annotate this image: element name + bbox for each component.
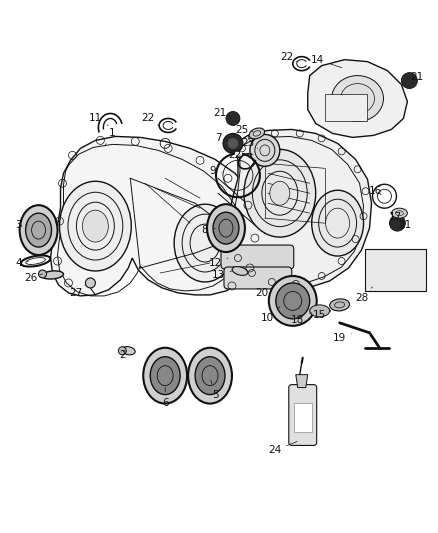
Text: 5: 5: [211, 381, 218, 400]
Text: 12: 12: [208, 258, 228, 268]
FancyBboxPatch shape: [221, 245, 294, 269]
Ellipse shape: [174, 204, 236, 282]
Text: 13: 13: [212, 270, 232, 280]
Ellipse shape: [244, 149, 316, 237]
Text: 11: 11: [89, 114, 108, 125]
Polygon shape: [50, 136, 260, 296]
Ellipse shape: [82, 210, 108, 242]
Circle shape: [228, 139, 238, 148]
Text: 17: 17: [389, 212, 402, 222]
Ellipse shape: [232, 266, 248, 276]
Text: 9: 9: [210, 166, 222, 176]
Text: 15: 15: [313, 308, 332, 320]
Ellipse shape: [392, 208, 407, 218]
Bar: [325, 94, 367, 122]
Circle shape: [85, 278, 95, 288]
Text: 10: 10: [261, 307, 280, 323]
Ellipse shape: [332, 76, 384, 122]
Text: 26: 26: [24, 273, 42, 283]
Text: 14: 14: [311, 55, 342, 68]
Polygon shape: [296, 375, 308, 387]
Ellipse shape: [195, 357, 225, 394]
Text: 23: 23: [241, 139, 258, 148]
Ellipse shape: [213, 212, 239, 244]
Text: 27: 27: [69, 285, 85, 298]
Circle shape: [401, 72, 417, 88]
Text: 28: 28: [355, 287, 373, 303]
Text: 22: 22: [280, 52, 298, 62]
Circle shape: [118, 347, 126, 355]
Ellipse shape: [270, 181, 290, 205]
Ellipse shape: [25, 213, 52, 247]
Text: 21: 21: [213, 109, 230, 118]
Circle shape: [389, 215, 406, 231]
Ellipse shape: [269, 276, 317, 326]
Text: 1: 1: [105, 128, 116, 146]
Circle shape: [226, 111, 240, 125]
Text: 7: 7: [215, 133, 227, 143]
Ellipse shape: [143, 348, 187, 403]
Text: 18: 18: [291, 313, 312, 325]
Ellipse shape: [60, 181, 131, 271]
Ellipse shape: [276, 283, 310, 319]
Ellipse shape: [330, 299, 350, 311]
Ellipse shape: [121, 346, 135, 355]
Ellipse shape: [250, 134, 280, 166]
Circle shape: [39, 270, 46, 278]
Bar: [294, 402, 312, 432]
Ellipse shape: [150, 357, 180, 394]
Text: 8: 8: [202, 225, 215, 235]
Ellipse shape: [188, 348, 232, 403]
Text: 6: 6: [162, 387, 169, 408]
Polygon shape: [308, 60, 407, 138]
Ellipse shape: [310, 305, 330, 317]
Text: 22: 22: [141, 114, 158, 125]
Text: 20: 20: [255, 288, 272, 298]
Polygon shape: [228, 130, 371, 290]
Ellipse shape: [312, 190, 364, 256]
Text: 19: 19: [333, 333, 352, 343]
Ellipse shape: [20, 205, 57, 255]
FancyBboxPatch shape: [224, 267, 292, 289]
Text: 25: 25: [235, 125, 253, 135]
FancyBboxPatch shape: [289, 385, 317, 446]
Text: 16: 16: [369, 186, 382, 196]
Text: 4: 4: [15, 258, 28, 268]
Ellipse shape: [249, 128, 265, 139]
Text: 21: 21: [411, 71, 424, 82]
Text: 22: 22: [228, 150, 242, 160]
Text: 21: 21: [398, 220, 411, 230]
Text: 24: 24: [268, 441, 297, 455]
Bar: [364, 249, 426, 291]
Circle shape: [223, 133, 243, 154]
Ellipse shape: [207, 204, 245, 252]
Text: 2: 2: [119, 350, 126, 360]
Text: 3: 3: [15, 220, 28, 230]
Ellipse shape: [42, 271, 64, 279]
